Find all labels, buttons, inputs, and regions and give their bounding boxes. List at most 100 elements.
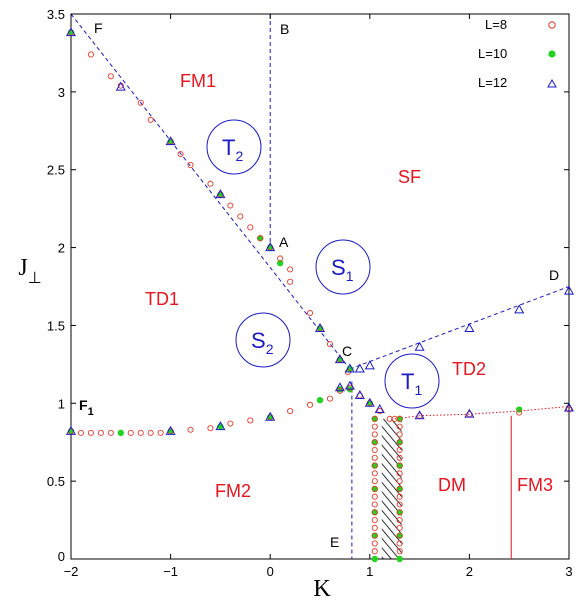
region-sf: SF: [398, 167, 421, 187]
data-point-l8: [257, 235, 264, 242]
data-point-l8: [371, 415, 378, 422]
data-point-l8: [207, 180, 214, 187]
data-point-l10: [396, 415, 403, 423]
data-point-l8: [247, 417, 254, 424]
data-point-l10: [396, 462, 403, 469]
legend-marker-l12: [547, 78, 557, 88]
data-point-l8: [157, 429, 164, 436]
data-point-l8: [371, 524, 378, 531]
point-label-f1-main: F: [79, 397, 88, 413]
region-dm: DM: [438, 475, 466, 495]
data-point-l8: [237, 213, 244, 220]
point-label-f1-sub: 1: [88, 406, 94, 418]
data-point-l8: [137, 429, 144, 436]
data-point-l8: [187, 161, 194, 169]
data-point-l8: [371, 454, 378, 461]
data-point-l8: [396, 462, 403, 469]
data-point-l8: [371, 478, 378, 485]
data-point-l12: [334, 382, 345, 392]
data-point-l8: [371, 501, 378, 508]
data-point-l10: [396, 439, 403, 446]
data-point-l8: [97, 429, 104, 436]
region-fm3: FM3: [517, 475, 553, 495]
data-point-l8: [396, 423, 403, 430]
data-point-l12: [115, 81, 126, 91]
data-point-l8: [107, 73, 114, 80]
data-point-l10: [396, 532, 403, 539]
data-point-l10: [396, 509, 403, 516]
data-point-l10: [371, 555, 378, 563]
data-point-l10: [371, 439, 378, 446]
data-point-l8: [371, 462, 378, 469]
point-label-d: D: [549, 267, 559, 283]
data-point-l12: [364, 360, 375, 370]
data-point-l12: [65, 425, 77, 435]
x-tick-label: 2: [466, 564, 473, 579]
dashed-boundary-line: [70, 13, 351, 370]
data-point-l12: [334, 354, 345, 364]
dotted-boundary-line: [394, 405, 570, 420]
data-point-l10: [257, 235, 264, 242]
data-point-l8: [371, 517, 378, 524]
data-point-l10: [371, 509, 378, 516]
data-point-l10: [396, 485, 403, 493]
data-point-l8: [87, 429, 94, 436]
data-point-l8: [306, 401, 314, 408]
data-point-l8: [396, 431, 403, 438]
x-tick-label: −1: [163, 564, 178, 579]
data-point-l8: [396, 509, 403, 516]
legend: L=8 L=10 L=12: [478, 17, 557, 90]
legend-marker-l10: [548, 50, 556, 58]
point-label-b: B: [280, 21, 289, 37]
data-point-l8: [396, 470, 403, 477]
data-point-l12: [514, 304, 525, 314]
x-tick-label: 1: [366, 564, 373, 579]
x-tick-label: 0: [267, 564, 274, 579]
data-point-l8: [376, 408, 383, 415]
circle-t1: T1: [384, 353, 440, 409]
data-point-l8: [396, 548, 403, 555]
data-point-l8: [396, 439, 403, 446]
point-label-c: C: [342, 343, 352, 359]
y-tick-label: 0.5: [47, 474, 65, 489]
data-point-l8: [207, 425, 214, 432]
data-point-l8: [137, 99, 144, 106]
data-point-l8: [396, 517, 403, 524]
data-point-l8: [396, 446, 403, 454]
point-label-e: E: [330, 534, 339, 550]
y-axis-label-main: J: [18, 255, 27, 281]
data-point-l8: [371, 446, 378, 454]
legend-label-l12: L=12: [478, 75, 507, 90]
data-point-l12: [464, 323, 475, 333]
data-point-l8: [147, 116, 154, 123]
data-point-l10: [276, 259, 284, 267]
y-tick-label: 2.5: [47, 163, 65, 178]
data-point-l8: [346, 384, 353, 391]
data-point-l8: [287, 266, 294, 273]
y-tick-label: 1.5: [47, 318, 65, 333]
point-label-f1: F1: [79, 397, 94, 418]
data-point-l12: [354, 389, 365, 399]
data-point-l8: [306, 309, 314, 317]
data-point-l12: [354, 363, 365, 373]
data-point-l10: [371, 485, 378, 493]
data-point-l8: [326, 341, 334, 348]
data-point-l12: [165, 425, 176, 435]
data-point-l8: [287, 278, 294, 285]
data-point-l12: [563, 402, 575, 412]
legend-label-l8: L=8: [485, 17, 507, 32]
data-point-l12: [265, 242, 276, 252]
data-point-l8: [396, 478, 403, 485]
data-point-l8: [287, 408, 294, 415]
y-tick-label: 2: [58, 241, 65, 256]
data-point-l8: [177, 151, 184, 158]
data-point-l8: [371, 509, 378, 516]
data-point-l12: [344, 380, 355, 390]
circle-s1: S1: [315, 239, 371, 295]
plot-frame: [70, 13, 570, 560]
data-point-l8: [516, 409, 523, 416]
data-point-l8: [371, 493, 378, 500]
data-point-l8: [371, 548, 378, 555]
data-point-l8: [87, 51, 94, 58]
